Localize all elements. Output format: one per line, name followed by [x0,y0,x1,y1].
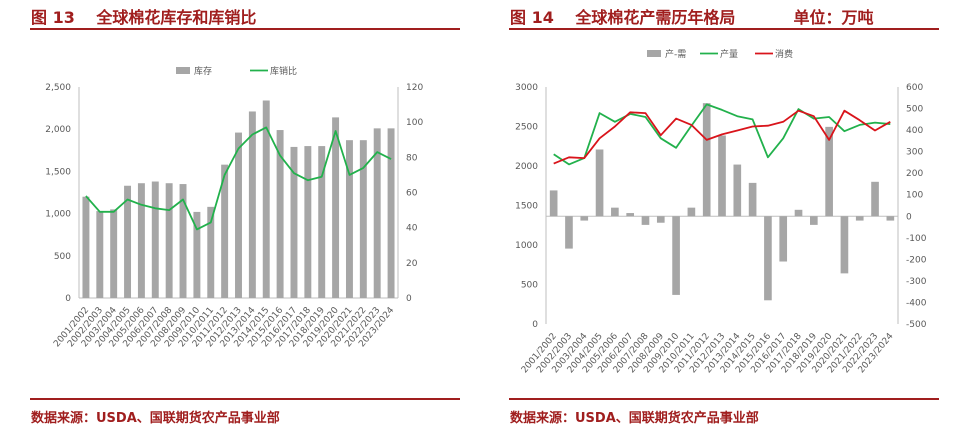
right-figure-title: 图 14 全球棉花产需历年格局 单位：万吨 [510,8,874,27]
bar-库存 [96,211,104,298]
left-y-tick-label: 2,000 [45,125,71,135]
bar-产-需 [565,216,573,249]
right-y-tick-label: 200 [906,169,923,179]
right-unit-label: 单位：万吨 [793,8,874,27]
left-source: 数据来源：USDA、国联期货农产品事业部 [31,411,280,426]
left-source-rule [30,398,460,400]
right-y-tick-label: 100 [406,118,423,128]
left-y-tick-label: 1000 [515,241,538,251]
left-y-tick-label: 1500 [515,202,538,212]
bar-产-需 [702,103,711,217]
bar-库存 [124,185,132,298]
bar-库存 [276,130,284,298]
bar-产-需 [779,216,788,262]
stock-chart: 05001,0001,5002,0002,5000204060801001202… [45,65,423,349]
bar-库存 [193,211,201,298]
bar-库存 [262,100,270,298]
left-figure-title: 图 13 全球棉花库存和库销比 [31,8,257,27]
bar-产-需 [656,216,665,223]
bar-产-需 [794,209,803,217]
bar-产-需 [595,149,604,217]
bar-库存 [345,140,353,298]
right-y-tick-label: 400 [906,126,923,136]
line-消费 [553,109,891,165]
legend-label-库销比: 库销比 [270,65,297,77]
bar-产-需 [672,216,680,295]
left-y-tick-label: 0 [532,320,538,330]
right-y-tick-label: 0 [406,294,412,304]
bar-库存 [332,117,340,298]
bar-产-需 [810,216,818,225]
right-source: 数据来源：USDA、国联期货农产品事业部 [510,411,759,426]
bar-产-需 [871,181,879,217]
left-y-tick-label: 500 [521,281,538,291]
bar-库存 [235,132,242,298]
right-y-tick-label: 600 [906,83,923,93]
right-y-tick-label: 20 [406,259,418,269]
bar-库存 [165,183,173,298]
right-y-tick-label: 0 [906,212,912,222]
bar-产-需 [886,216,895,221]
legend-label-产-需: 产-需 [665,48,686,60]
legend-label-库存: 库存 [194,65,212,77]
bar-产-需 [549,190,558,217]
bar-库存 [151,181,159,298]
left-y-tick-label: 1,000 [45,210,71,220]
bar-库存 [207,206,215,298]
right-y-tick-label: 80 [406,153,418,163]
bar-产-需 [825,126,833,217]
right-y-tick-label: 500 [906,105,923,115]
bar-产-需 [855,216,864,221]
legend-label-消费: 消费 [775,48,793,60]
bar-库存 [304,146,312,298]
right-y-tick-label: -500 [906,320,927,330]
right-y-tick-label: 40 [406,224,418,234]
right-source-rule [509,398,939,400]
bar-产-需 [718,135,726,217]
right-title-rule [509,28,939,30]
left-y-tick-label: 2,500 [45,83,71,93]
bar-库存 [221,164,229,298]
left-title-rule [30,28,460,30]
bar-产-需 [580,216,589,221]
left-y-tick-label: 500 [54,252,71,262]
right-y-tick-label: 120 [406,83,423,93]
line-库销比 [85,126,392,231]
bar-产-需 [641,216,650,225]
legend-swatch-产-需 [647,50,661,57]
bar-产-需 [840,216,849,274]
bar-产-需 [687,207,696,217]
left-y-tick-label: 3000 [515,83,538,93]
right-y-tick-label: 60 [406,189,418,199]
bar-库存 [110,209,118,298]
bar-库存 [137,183,145,298]
bar-产-需 [764,216,772,301]
legend-swatch-库存 [176,67,190,74]
bar-库存 [373,128,381,298]
bar-库存 [290,146,298,298]
bar-库存 [318,146,326,298]
bar-产-需 [611,207,619,217]
left-y-tick-label: 2500 [515,123,538,133]
right-y-tick-label: -400 [906,298,927,308]
bar-库存 [359,140,367,298]
right-y-tick-label: -300 [906,277,927,287]
bar-库存 [387,128,395,298]
bar-产-需 [626,213,634,217]
bar-库存 [179,184,187,298]
bar-库存 [82,196,90,298]
left-y-tick-label: 0 [65,294,71,304]
right-y-tick-label: -200 [906,255,927,265]
legend-label-产量: 产量 [720,48,738,60]
supply-demand-chart: 050010001500200025003000-500-400-300-200… [515,48,927,375]
right-y-tick-label: 100 [906,191,923,201]
left-y-tick-label: 2000 [515,162,538,172]
right-y-tick-label: -100 [906,234,927,244]
bar-产-需 [733,164,742,217]
bar-产-需 [748,182,757,217]
left-y-tick-label: 1,500 [45,167,71,177]
bar-库存 [248,111,256,298]
right-y-tick-label: 300 [906,148,923,158]
line-产量 [553,103,891,166]
